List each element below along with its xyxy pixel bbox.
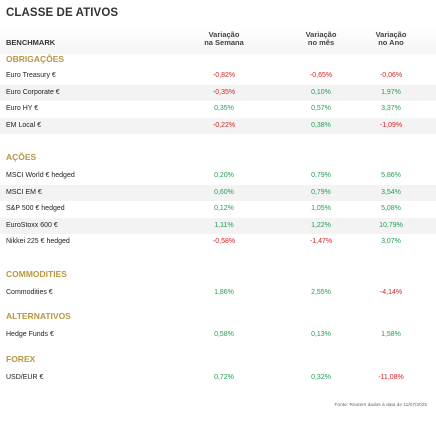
row-label: Euro Treasury € xyxy=(6,72,56,79)
week-value: 0,20% xyxy=(214,172,234,179)
row-label: Euro Corporate € xyxy=(6,88,60,96)
row-label: Nikkei 225 € hedged xyxy=(6,238,70,245)
week-value: 0,60% xyxy=(214,188,234,196)
year-value: 3,54% xyxy=(381,188,401,196)
table-row: Hedge Funds € 0,58% 0,13% 1,58% xyxy=(0,327,436,343)
row-label: MSCI World € hedged xyxy=(6,172,75,179)
month-value: 1,22% xyxy=(311,221,331,229)
week-value: 1,11% xyxy=(214,221,234,229)
row-label: S&P 500 € hedged xyxy=(6,205,65,212)
year-value: -4,14% xyxy=(379,289,403,296)
table-row: Nikkei 225 € hedged -0,58% -1,47% 3,07% xyxy=(0,234,436,250)
month-value: 0,32% xyxy=(311,374,331,381)
week-value: 0,72% xyxy=(214,374,234,381)
year-value: -1,09% xyxy=(379,121,403,129)
row-label: Hedge Funds € xyxy=(6,331,54,338)
row-label: MSCI EM € xyxy=(6,188,42,196)
section-title: AÇÕES xyxy=(6,152,37,162)
week-value: 0,12% xyxy=(214,205,234,212)
table-row: EuroStoxx 600 € 1,11% 1,22% 10,79% xyxy=(0,217,436,234)
table-row: EM Local € -0,22% 0,38% -1,09% xyxy=(0,117,436,134)
week-value: 1,86% xyxy=(214,289,234,296)
row-label: Commodities € xyxy=(6,289,53,296)
table-row: Euro HY € 0,35% 0,57% 3,37% xyxy=(0,101,436,117)
table-row: S&P 500 € hedged 0,12% 1,05% 5,08% xyxy=(0,201,436,217)
week-value: -0,22% xyxy=(212,121,236,129)
month-value: 0,10% xyxy=(311,88,331,96)
week-value: -0,35% xyxy=(212,88,236,96)
section-title: OBRIGAÇÕES xyxy=(6,54,65,64)
table-row: MSCI World € hedged 0,20% 0,79% 5,86% xyxy=(0,168,436,184)
row-label: EM Local € xyxy=(6,121,42,129)
row-label: EuroStoxx 600 € xyxy=(6,221,58,229)
month-value: 2,55% xyxy=(311,289,331,296)
week-header: Variação na Semana xyxy=(204,30,244,47)
benchmark-header: BENCHMARK xyxy=(6,38,56,47)
row-label: USD/EUR € xyxy=(6,374,44,381)
month-header: Variação no mês xyxy=(305,30,337,47)
year-value: 3,07% xyxy=(381,238,401,245)
month-value: -1,47% xyxy=(309,238,333,245)
table-row: Commodities € 1,86% 2,55% -4,14% xyxy=(0,285,436,301)
year-value: 3,37% xyxy=(381,105,401,112)
month-value: 0,13% xyxy=(311,331,331,338)
month-value: 0,79% xyxy=(311,188,331,196)
month-value: 0,38% xyxy=(311,121,331,129)
table-row: Euro Corporate € -0,35% 0,10% 1,97% xyxy=(0,84,436,101)
section-title: COMMODITIES xyxy=(6,269,67,279)
year-header: Variação no Ano xyxy=(375,30,407,47)
year-value: 5,86% xyxy=(381,172,401,179)
section-title: ALTERNATIVOS xyxy=(6,311,71,321)
table-row: MSCI EM € 0,60% 0,79% 3,54% xyxy=(0,184,436,201)
table-row: Euro Treasury € -0,82% -0,65% -0,06% xyxy=(0,68,436,84)
table-row: USD/EUR € 0,72% 0,32% -11,08% xyxy=(0,370,436,386)
week-value: 0,58% xyxy=(214,331,234,338)
month-value: 0,79% xyxy=(311,172,331,179)
year-value: 1,97% xyxy=(381,88,401,96)
week-value: 0,35% xyxy=(214,105,234,112)
row-label: Euro HY € xyxy=(6,105,39,112)
year-value: 10,79% xyxy=(379,221,403,229)
year-value: 5,08% xyxy=(381,205,401,212)
month-value: 1,05% xyxy=(311,205,331,212)
week-value: -0,58% xyxy=(212,238,236,245)
month-value: 0,57% xyxy=(311,105,331,112)
source-footnote: Fonte: Reuters dados à data de 11/07/202… xyxy=(334,403,427,408)
year-value: -0,06% xyxy=(379,72,403,79)
year-value: -11,08% xyxy=(378,374,404,381)
page-title: CLASSE DE ATIVOS xyxy=(6,7,119,19)
month-value: -0,65% xyxy=(309,72,333,79)
year-value: 1,58% xyxy=(381,331,401,338)
week-value: -0,82% xyxy=(212,72,236,79)
section-title: FOREX xyxy=(6,354,36,364)
table-header: BENCHMARK Variação na Semana Variação no… xyxy=(0,28,436,54)
